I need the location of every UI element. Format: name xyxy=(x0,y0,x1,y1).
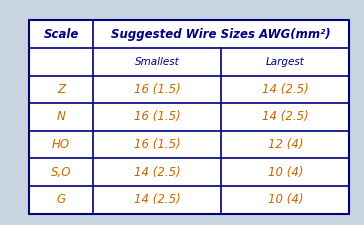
Text: Scale: Scale xyxy=(43,28,79,40)
Text: 14 (2.5): 14 (2.5) xyxy=(134,194,181,206)
Text: 14 (2.5): 14 (2.5) xyxy=(262,110,309,124)
Text: 10 (4): 10 (4) xyxy=(268,194,303,206)
Text: 16 (1.5): 16 (1.5) xyxy=(134,83,181,96)
Text: Smallest: Smallest xyxy=(135,57,179,67)
Text: Largest: Largest xyxy=(266,57,305,67)
Bar xyxy=(29,20,349,214)
Text: Z: Z xyxy=(57,83,65,96)
Text: 16 (1.5): 16 (1.5) xyxy=(134,138,181,151)
Text: Suggested Wire Sizes AWG(mm²): Suggested Wire Sizes AWG(mm²) xyxy=(111,28,331,40)
Text: 10 (4): 10 (4) xyxy=(268,166,303,179)
Text: G: G xyxy=(56,194,66,206)
Text: S,O: S,O xyxy=(51,166,71,179)
Text: N: N xyxy=(57,110,66,124)
Text: HO: HO xyxy=(52,138,70,151)
Text: 14 (2.5): 14 (2.5) xyxy=(262,83,309,96)
Text: 16 (1.5): 16 (1.5) xyxy=(134,110,181,124)
Text: 14 (2.5): 14 (2.5) xyxy=(134,166,181,179)
Text: 12 (4): 12 (4) xyxy=(268,138,303,151)
